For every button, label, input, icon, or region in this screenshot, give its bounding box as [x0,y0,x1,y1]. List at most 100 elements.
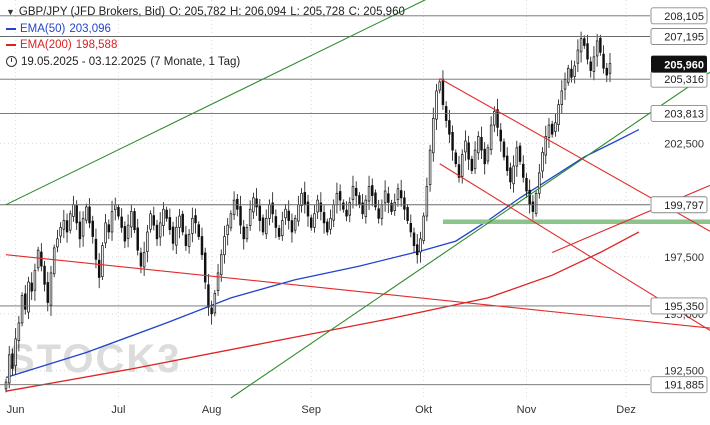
close-value: C: 205,960 [348,6,405,18]
candle-down [120,216,123,228]
candle-up [297,204,300,222]
candle-up [245,227,249,240]
candle-up [592,56,596,72]
candle-down [136,227,139,251]
candle-down [412,232,416,246]
candle-down [203,252,207,283]
low-value: L: 205,728 [290,6,345,18]
ema200-row[interactable]: EMA(200) 198,588 [6,37,409,54]
candle-up [213,293,217,314]
x-tick-label: Sep [301,404,321,416]
candle-down [406,207,409,221]
period-row: 19.05.2025 - 03.12.2025 (7 Monate, 1 Tag… [6,54,409,71]
candle-down [448,120,451,135]
candle-down [306,201,310,217]
candle-up [284,208,287,219]
candle-up [268,204,271,219]
candle-up [393,202,396,211]
x-tick-label: Jul [111,404,125,416]
candle-down [345,209,348,217]
candle-down [342,202,345,210]
candle-up [14,338,17,367]
candle-down [525,177,528,192]
candle-down [210,307,213,315]
collapse-chevron-icon[interactable]: ▼ [6,7,15,17]
candle-up [608,63,612,74]
last-price-label: 205,960 [664,60,704,72]
candle-down [94,238,98,260]
candle-down [97,259,101,278]
candle-up [110,211,114,233]
candle-down [467,142,470,160]
candle-up [59,227,62,237]
candle-up [332,204,335,221]
ema50-label: EMA(50) [20,22,66,35]
candle-up [187,233,191,247]
candle-up [313,213,316,228]
plot-area: STOCK3 [0,0,650,398]
level-badge-label: 199,797 [664,200,704,212]
high-value: H: 206,094 [229,6,287,18]
x-tick-label: Okt [415,404,432,416]
candle-down [168,217,172,231]
candle-up [142,252,146,268]
candle-down [377,208,380,219]
candle-up [364,199,368,217]
candle-down [387,193,390,203]
candle-down [255,198,258,208]
candle-down [287,210,290,221]
x-tick-label: Dez [616,404,636,416]
candle-down [290,220,294,233]
candle-down [309,217,313,228]
instrument-row: ▼ GBP/JPY (JFD Brokers, Bid) O: 205,782 … [6,4,409,21]
clock-icon [6,56,17,68]
candle-up [175,227,178,246]
candle-up [69,213,72,231]
ema50-swatch [6,27,16,30]
candle-down [277,227,281,237]
period-length: (7 Monate, 1 Tag) [150,55,241,68]
candle-down [457,164,461,178]
candle-down [403,197,406,210]
candle-down [409,222,413,233]
candle-up [460,154,464,177]
candle-up [489,124,493,150]
level-badge [650,28,708,45]
candle-up [422,215,425,241]
candle-down [181,213,184,233]
candle-down [502,141,506,158]
candle-up [20,295,24,324]
last-price-badge [651,55,707,73]
ema200-label: EMA(200) [20,39,72,51]
candle-down [117,207,120,217]
candle-down [570,68,573,78]
candle-down [133,211,136,231]
candle-up [33,270,37,291]
candle-down [46,282,49,303]
candle-up [7,354,11,384]
candle-down [338,191,342,201]
candle-up [248,208,252,226]
watermark-text: STOCK3 [8,337,182,381]
candle-up [512,165,515,185]
candle-up [223,236,226,256]
ema50-row[interactable]: EMA(50) 203,096 [6,21,409,38]
y-tick-label: 202,500 [664,138,704,150]
candle-down [184,234,188,246]
candle-up [486,147,490,162]
candle-up [130,211,133,228]
ema200-swatch [6,44,16,47]
candle-up [300,192,303,206]
candle-up [464,140,467,153]
candle-down [358,195,361,206]
candle-up [534,192,538,214]
candle-up [162,208,165,226]
candle-up [435,90,438,120]
candle-up [425,186,429,217]
level-badge-label: 191,885 [664,380,704,392]
candle-up [348,202,351,216]
green-trendline [5,0,427,206]
candle-down [152,215,156,226]
candle-down [509,167,512,183]
ema200-value: 198,588 [75,39,118,51]
